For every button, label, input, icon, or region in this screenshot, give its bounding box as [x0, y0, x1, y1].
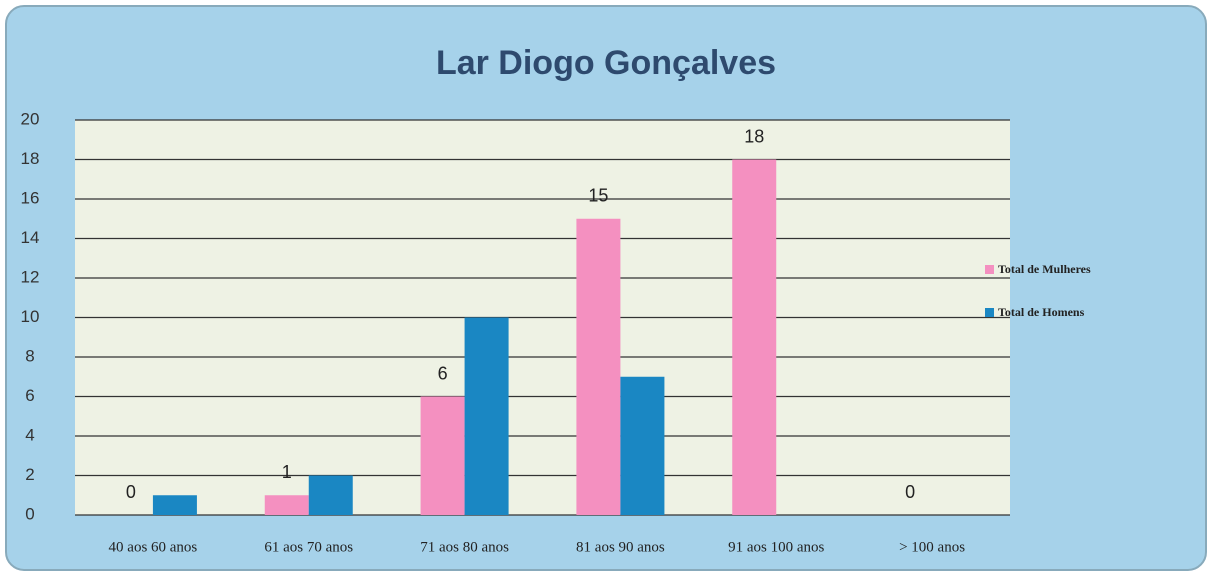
bar	[732, 159, 777, 515]
chart-title: Lar Diogo Gonçalves	[436, 44, 776, 82]
y-tick-label: 18	[21, 149, 40, 168]
y-tick-label: 10	[21, 307, 40, 326]
bar	[308, 475, 353, 515]
y-tick-label: 2	[25, 465, 34, 484]
y-tick-label: 8	[25, 346, 34, 365]
y-tick-label: 16	[21, 188, 40, 207]
bar	[420, 396, 465, 515]
bar	[576, 218, 621, 515]
legend-swatch	[985, 308, 994, 317]
legend-label: Total de Homens	[998, 305, 1085, 319]
y-tick-label: 12	[21, 267, 40, 286]
data-label: 0	[905, 482, 915, 502]
data-label: 0	[126, 482, 136, 502]
y-tick-label: 0	[25, 504, 34, 523]
y-tick-label: 20	[21, 109, 40, 128]
bar	[264, 495, 309, 515]
data-label: 6	[438, 363, 448, 383]
data-label: 1	[282, 462, 292, 482]
x-tick-label: 91 aos 100 anos	[728, 539, 824, 555]
bar	[464, 317, 509, 515]
y-tick-label: 6	[25, 386, 34, 405]
x-tick-label: 40 aos 60 anos	[109, 539, 198, 555]
legend-swatch	[985, 265, 994, 274]
x-tick-label: 71 aos 80 anos	[420, 539, 509, 555]
legend-label: Total de Mulheres	[998, 262, 1091, 276]
bar	[152, 495, 197, 515]
x-tick-label: > 100 anos	[899, 539, 965, 555]
x-tick-label: 61 aos 70 anos	[264, 539, 353, 555]
y-tick-label: 4	[25, 425, 34, 444]
x-tick-label: 81 aos 90 anos	[576, 539, 665, 555]
bar	[620, 376, 665, 515]
y-tick-label: 14	[21, 228, 40, 247]
data-label: 18	[744, 126, 764, 146]
data-label: 15	[588, 186, 608, 206]
